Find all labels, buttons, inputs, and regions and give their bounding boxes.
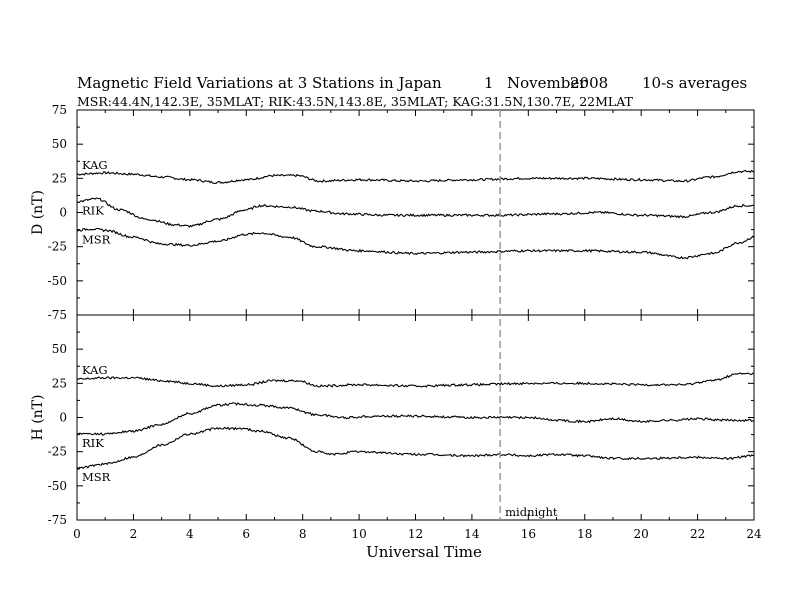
panel-frame	[76, 109, 755, 316]
chart-averages: 10-s averages	[642, 74, 747, 92]
x-tick-label: 16	[521, 527, 536, 541]
y-tick-label: -50	[48, 479, 67, 493]
series-line-rik	[76, 197, 755, 228]
y-tick-label: 50	[52, 137, 67, 151]
y-tick-label: -50	[48, 274, 67, 288]
series-line-kag	[76, 372, 755, 388]
series-label-rik: RIK	[82, 204, 104, 218]
series-line-rik	[76, 402, 755, 436]
chart-title: Magnetic Field Variations at 3 Stations …	[77, 74, 442, 92]
y-tick-label: 25	[52, 376, 67, 390]
y-tick-label: -25	[48, 240, 67, 254]
series-line-msr	[76, 426, 755, 471]
y-tick-label: -25	[48, 445, 67, 459]
x-tick-label: 4	[186, 527, 194, 541]
series-label-msr: MSR	[82, 232, 111, 246]
midnight-label: midnight	[505, 505, 558, 519]
x-tick-label: 24	[746, 527, 762, 541]
x-tick-label: 2	[130, 527, 138, 541]
annotation-layer: midnight	[499, 110, 558, 520]
x-tick-label: 8	[299, 527, 307, 541]
series-line-kag	[76, 169, 755, 184]
y-axis-label: H (nT)	[30, 395, 46, 441]
series-label-msr: MSR	[82, 470, 111, 484]
chart-month: November	[507, 74, 587, 92]
x-axis-label: Universal Time	[366, 543, 482, 561]
y-tick-label: 0	[59, 411, 67, 425]
y-tick-label: 0	[59, 206, 67, 220]
x-tick-label: 18	[577, 527, 592, 541]
y-tick-label: -75	[48, 308, 67, 322]
y-tick-label: 50	[52, 342, 67, 356]
x-tick-label: 20	[634, 527, 649, 541]
y-tick-label: 75	[52, 103, 67, 117]
x-tick-label: 14	[464, 527, 480, 541]
panel-d: 75 50 25 0 -25 -50 -75 D (nT) KAG RIK MSR	[30, 103, 755, 322]
chart-stations-line: MSR:44.4N,142.3E, 35MLAT; RIK:43.5N,143.…	[77, 94, 634, 109]
y-axis-label: D (nT)	[30, 190, 46, 235]
x-tick-label: 12	[408, 527, 423, 541]
x-tick-label: 22	[690, 527, 705, 541]
x-axis: 0 2 4 6 8 10 12 14 16 18 20 22 24	[73, 110, 762, 541]
x-tick-label: 10	[351, 527, 366, 541]
series-label-kag: KAG	[82, 363, 108, 377]
x-tick-label: 0	[73, 527, 81, 541]
chart-day: 1	[484, 74, 494, 92]
panel-h: 50 25 0 -25 -50 -75 H (nT) KAG RIK MSR	[30, 314, 755, 527]
y-tick-label: -75	[48, 513, 67, 527]
series-line-msr	[76, 227, 755, 260]
series-label-kag: KAG	[82, 158, 108, 172]
chart-year: 2008	[570, 74, 608, 92]
x-tick-label: 6	[242, 527, 250, 541]
series-label-rik: RIK	[82, 436, 104, 450]
y-tick-label: 25	[52, 171, 67, 185]
